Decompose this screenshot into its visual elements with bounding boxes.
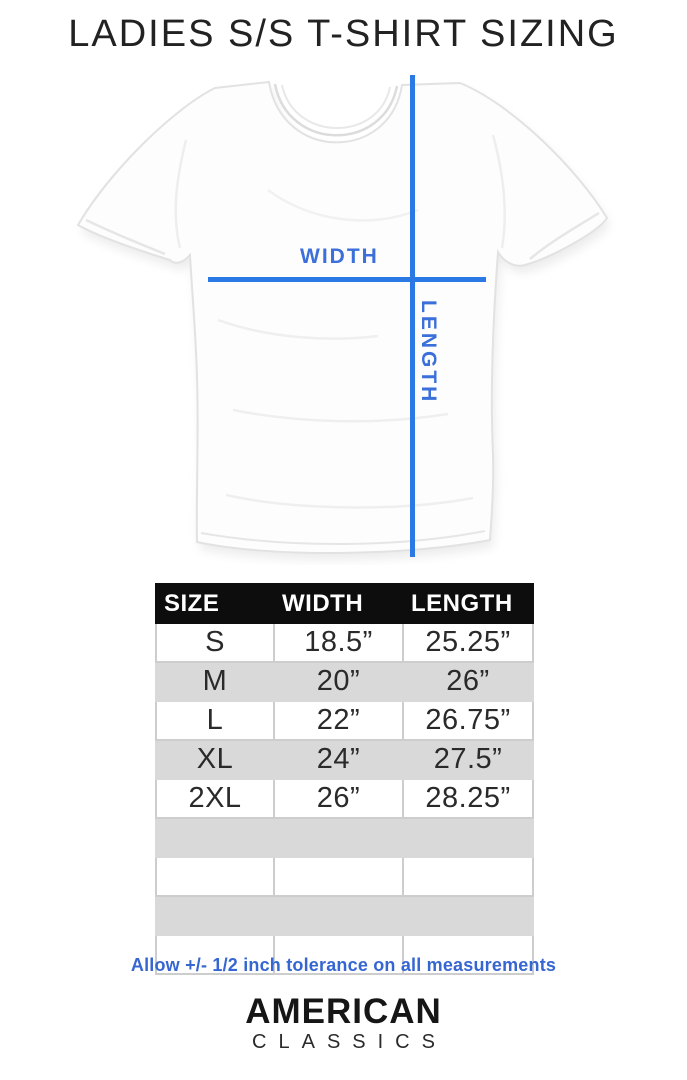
empty-cell xyxy=(155,856,275,897)
empty-cell xyxy=(155,817,275,858)
width-label: WIDTH xyxy=(300,245,379,268)
tolerance-note: Allow +/- 1/2 inch tolerance on all meas… xyxy=(130,955,557,975)
brand-name: AMERICAN xyxy=(245,992,442,1031)
header-cell-width: WIDTH xyxy=(273,583,404,624)
length-cell: 28.25” xyxy=(402,778,534,819)
empty-cell xyxy=(273,895,404,936)
length-label: LENGTH xyxy=(417,300,440,405)
header-cell-length: LENGTH xyxy=(402,583,534,624)
width-measure-line xyxy=(208,277,486,282)
empty-cell xyxy=(402,934,534,975)
table-row: XL 24” 27.5” xyxy=(155,739,534,780)
empty-cell xyxy=(402,856,534,897)
length-cell: 27.5” xyxy=(402,739,534,780)
brand-logo: AMERICAN CLASSICS xyxy=(0,992,687,1054)
table-row-empty xyxy=(155,934,534,975)
tshirt-measurement-diagram: WIDTH LENGTH xyxy=(76,75,610,561)
length-cell: 26” xyxy=(402,661,534,702)
size-cell: M xyxy=(155,661,275,702)
size-cell: 2XL xyxy=(155,778,275,819)
length-measure-line xyxy=(410,75,415,557)
page-title: LADIES S/S T-SHIRT SIZING xyxy=(68,13,619,55)
size-cell: S xyxy=(155,622,275,663)
empty-cell xyxy=(273,856,404,897)
width-cell: 18.5” xyxy=(273,622,404,663)
size-cell: L xyxy=(155,700,275,741)
table-header-row: SIZE WIDTH LENGTH xyxy=(155,583,534,624)
table-row-empty xyxy=(155,856,534,897)
width-cell: 24” xyxy=(273,739,404,780)
empty-cell xyxy=(155,895,275,936)
width-cell: 22” xyxy=(273,700,404,741)
tshirt-image xyxy=(76,80,610,561)
table-row: M 20” 26” xyxy=(155,661,534,702)
table-row-empty xyxy=(155,817,534,858)
empty-cell xyxy=(273,934,404,975)
size-cell: XL xyxy=(155,739,275,780)
empty-cell xyxy=(155,934,275,975)
empty-cell xyxy=(402,817,534,858)
table-row-empty xyxy=(155,895,534,936)
table-row: 2XL 26” 28.25” xyxy=(155,778,534,819)
header-cell-size: SIZE xyxy=(155,583,275,624)
empty-cell xyxy=(402,895,534,936)
brand-subname: CLASSICS xyxy=(252,1031,447,1053)
empty-cell xyxy=(273,817,404,858)
length-cell: 26.75” xyxy=(402,700,534,741)
width-cell: 20” xyxy=(273,661,404,702)
length-cell: 25.25” xyxy=(402,622,534,663)
table-row: L 22” 26.75” xyxy=(155,700,534,741)
size-table: SIZE WIDTH LENGTH S 18.5” 25.25” M 20” 2… xyxy=(155,583,534,975)
table-row: S 18.5” 25.25” xyxy=(155,622,534,663)
width-cell: 26” xyxy=(273,778,404,819)
